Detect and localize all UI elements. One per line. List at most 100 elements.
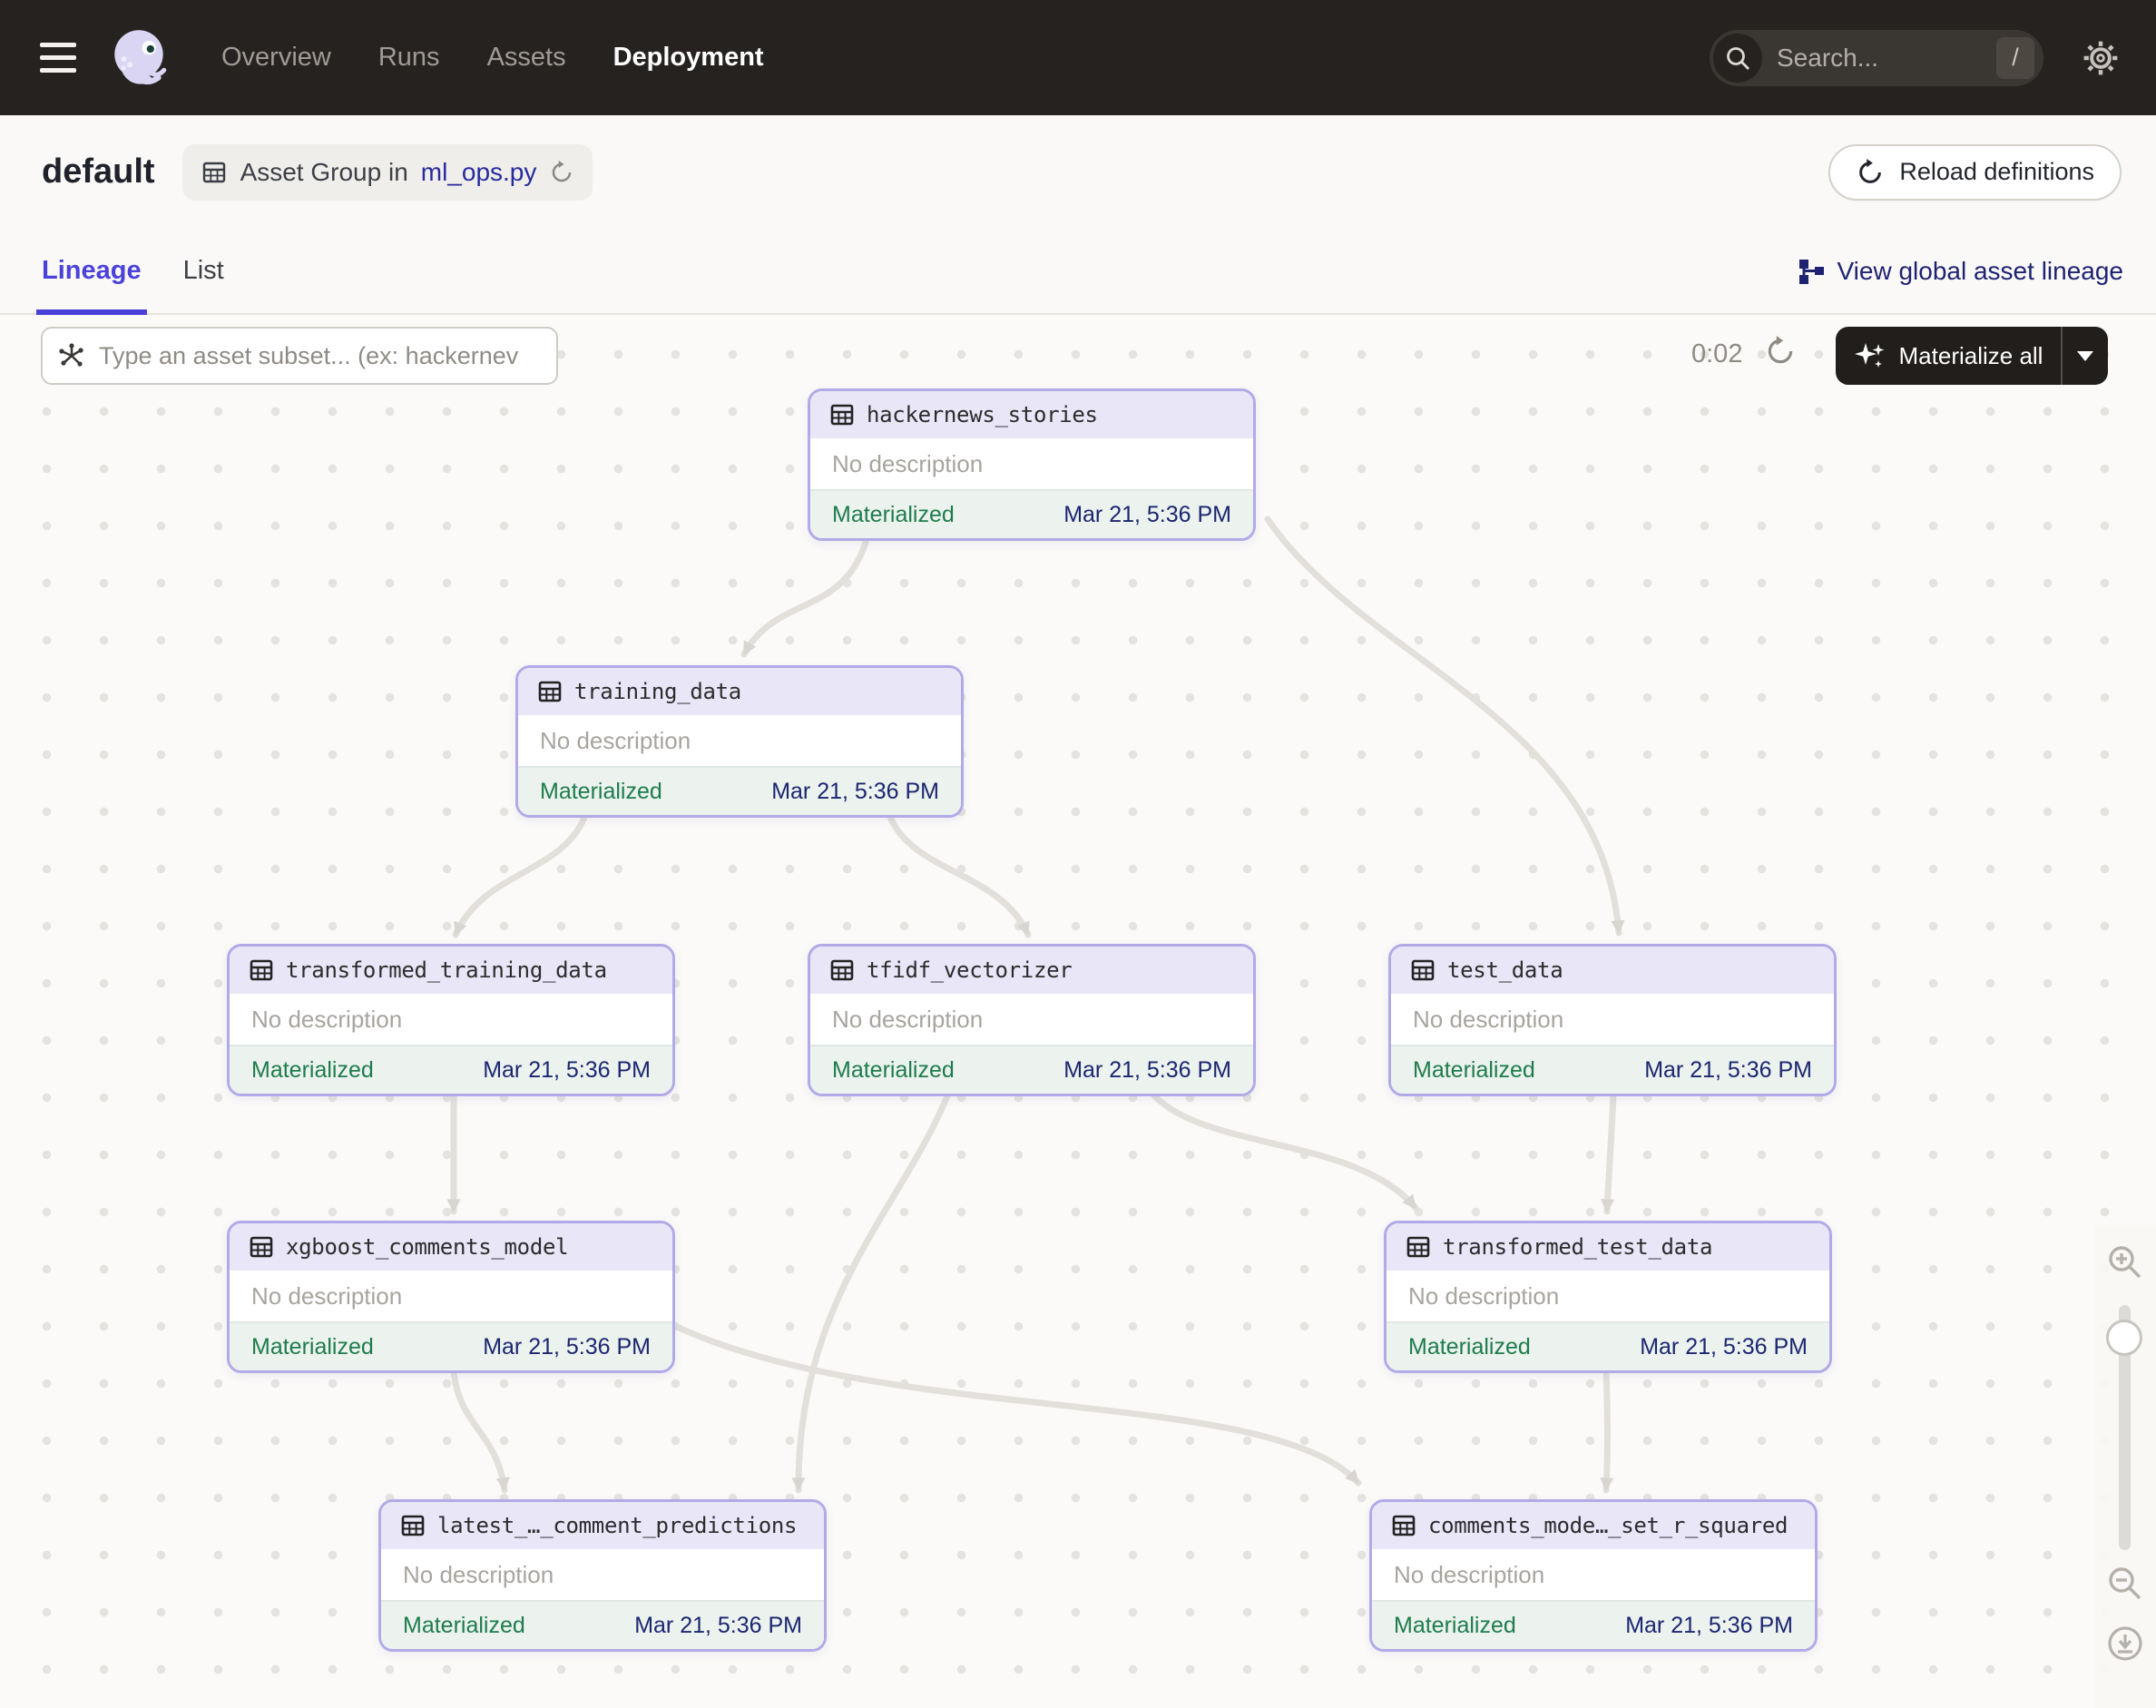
- asset-node-transformed_training_data[interactable]: transformed_training_data No description M…: [227, 944, 675, 1096]
- zoom-in-icon[interactable]: [2104, 1242, 2146, 1288]
- asset-subset-input[interactable]: [99, 341, 542, 370]
- asset-name: xgboost_comments_model: [286, 1234, 569, 1260]
- reload-definitions-button[interactable]: Reload definitions: [1828, 143, 2122, 201]
- search-input[interactable]: [1777, 43, 1949, 73]
- materialized-timestamp: Mar 21, 5:36 PM: [483, 1056, 651, 1083]
- asset-description: No description: [518, 715, 961, 766]
- asset-node-header: latest_…_comment_predictions: [381, 1502, 824, 1549]
- nav-item-runs[interactable]: Runs: [377, 43, 440, 72]
- asset-node-comments_model_set_r_squared[interactable]: comments_mode…_set_r_squared No descripti…: [1369, 1499, 1818, 1652]
- edge-training_data-to-tfidf_vectorizer: [886, 811, 1032, 938]
- badge-refresh-icon[interactable]: [549, 160, 574, 185]
- view-global-asset-lineage-link[interactable]: View global asset lineage: [1798, 257, 2123, 286]
- asset-node-training_data[interactable]: training_data No description Materialized M…: [515, 665, 964, 818]
- asset-description: No description: [1372, 1549, 1815, 1600]
- nav-item-overview[interactable]: Overview: [221, 43, 331, 72]
- asset-status-row: Materialized Mar 21, 5:36 PM: [1391, 1045, 1834, 1094]
- nav-links: Overview Runs Assets Deployment: [221, 43, 764, 73]
- chevron-down-icon: [2077, 350, 2093, 361]
- materialized-timestamp: Mar 21, 5:36 PM: [1063, 501, 1231, 527]
- asset-status-row: Materialized Mar 21, 5:36 PM: [230, 1321, 672, 1370]
- asset-status-row: Materialized Mar 21, 5:36 PM: [810, 489, 1253, 538]
- asset-status-row: Materialized Mar 21, 5:36 PM: [1372, 1600, 1815, 1649]
- materialize-all-label: Materialize all: [1898, 341, 2043, 369]
- asset-node-xgboost_comments_model[interactable]: xgboost_comments_model No description Mate…: [227, 1221, 675, 1373]
- lineage-canvas[interactable]: hackernews_stories No description Material…: [0, 315, 2156, 1708]
- dagster-logo[interactable]: [105, 24, 174, 93]
- search-icon: [1713, 33, 1762, 83]
- table-icon: [248, 957, 275, 984]
- table-icon: [536, 678, 564, 705]
- edge-xgboost_comments_model-to-comments_model_set_r_squared: [673, 1323, 1362, 1487]
- asset-node-header: transformed_test_data: [1387, 1223, 1829, 1271]
- table-icon: [828, 401, 856, 428]
- asset-node-tfidf_vectorizer[interactable]: tfidf_vectorizer No description Materializ…: [808, 944, 1256, 1096]
- lineage-graph-icon: [1798, 259, 1824, 284]
- edge-test_data-to-transformed_test_data: [1601, 1090, 1617, 1215]
- materialize-all-button[interactable]: Materialize all: [1836, 327, 2108, 385]
- materialized-status: Materialized: [251, 1056, 374, 1083]
- materialized-status: Materialized: [832, 1056, 955, 1083]
- page-title: default: [42, 152, 155, 191]
- asset-node-header: xgboost_comments_model: [230, 1223, 672, 1271]
- settings-gear-icon[interactable]: [2082, 39, 2120, 77]
- materialized-timestamp: Mar 21, 5:36 PM: [1644, 1056, 1812, 1083]
- materialized-timestamp: Mar 21, 5:36 PM: [1625, 1612, 1793, 1638]
- asset-group-file-link[interactable]: ml_ops.py: [420, 157, 537, 186]
- asset-status-row: Materialized Mar 21, 5:36 PM: [1387, 1321, 1829, 1370]
- materialized-timestamp: Mar 21, 5:36 PM: [1063, 1056, 1231, 1083]
- op-selector-icon: [59, 343, 83, 367]
- materialized-timestamp: Mar 21, 5:36 PM: [771, 778, 939, 804]
- asset-group-badge: Asset Group in ml_ops.py: [181, 143, 593, 201]
- edge-hackernews_stories-to-training_data: [740, 535, 870, 658]
- asset-status-row: Materialized Mar 21, 5:36 PM: [810, 1045, 1253, 1094]
- zoom-toolbar: [2094, 1225, 2156, 1708]
- zoom-out-icon[interactable]: [2104, 1563, 2146, 1609]
- nav-item-assets[interactable]: Assets: [486, 43, 566, 72]
- table-icon: [248, 1233, 275, 1261]
- asset-description: No description: [230, 994, 672, 1045]
- asset-node-test_data[interactable]: test_data No description Materialized Mar 2…: [1388, 944, 1837, 1096]
- asset-subset-filter[interactable]: [41, 327, 558, 385]
- asset-name: training_data: [574, 679, 741, 704]
- edge-transformed_test_data-to-comments_model_set_r_squared: [1600, 1368, 1614, 1494]
- asset-group-label: Asset Group in: [240, 157, 408, 186]
- materialized-status: Materialized: [1413, 1056, 1535, 1083]
- global-search[interactable]: /: [1710, 29, 2043, 86]
- materialize-all-main[interactable]: Materialize all: [1836, 339, 2061, 372]
- materialized-status: Materialized: [1408, 1333, 1531, 1360]
- asset-status-row: Materialized Mar 21, 5:36 PM: [518, 766, 961, 815]
- asset-description: No description: [1387, 1271, 1829, 1321]
- asset-node-hackernews_stories[interactable]: hackernews_stories No description Material…: [808, 388, 1256, 541]
- nav-item-deployment[interactable]: Deployment: [612, 43, 764, 72]
- button-divider: [2061, 327, 2063, 385]
- reload-definitions-label: Reload definitions: [1899, 158, 2094, 185]
- zoom-slider-handle[interactable]: [2106, 1320, 2142, 1356]
- asset-node-latest_comment_predictions[interactable]: latest_…_comment_predictions No descripti…: [378, 1499, 827, 1652]
- asset-name: transformed_training_data: [286, 957, 607, 983]
- view-global-asset-lineage-label: View global asset lineage: [1837, 256, 2123, 285]
- table-grid-icon: [202, 162, 225, 182]
- tab-list[interactable]: List: [182, 256, 224, 285]
- asset-node-transformed_test_data[interactable]: transformed_test_data No description Mater…: [1384, 1221, 1832, 1373]
- materialized-timestamp: Mar 21, 5:36 PM: [634, 1612, 802, 1638]
- zoom-slider-track[interactable]: [2119, 1305, 2131, 1550]
- table-icon: [1390, 1512, 1417, 1539]
- asset-node-header: transformed_training_data: [230, 947, 672, 994]
- materialized-status: Materialized: [251, 1333, 374, 1360]
- asset-name: test_data: [1447, 957, 1563, 983]
- asset-name: tfidf_vectorizer: [867, 957, 1073, 983]
- asset-node-header: test_data: [1391, 947, 1834, 994]
- search-shortcut-badge: /: [1996, 36, 2034, 79]
- tab-lineage[interactable]: Lineage: [36, 229, 147, 315]
- asset-description: No description: [810, 438, 1253, 489]
- graph-refresh-icon[interactable]: [1764, 335, 1797, 368]
- tabs-row: Lineage List View global asset lineage: [0, 229, 2156, 315]
- download-view-icon[interactable]: [2104, 1623, 2146, 1669]
- materialize-options-dropdown[interactable]: [2063, 350, 2108, 361]
- materialized-timestamp: Mar 21, 5:36 PM: [1640, 1333, 1808, 1360]
- reload-icon: [1859, 158, 1882, 183]
- hamburger-menu-icon[interactable]: [40, 43, 76, 73]
- asset-description: No description: [810, 994, 1253, 1045]
- table-icon: [828, 957, 856, 984]
